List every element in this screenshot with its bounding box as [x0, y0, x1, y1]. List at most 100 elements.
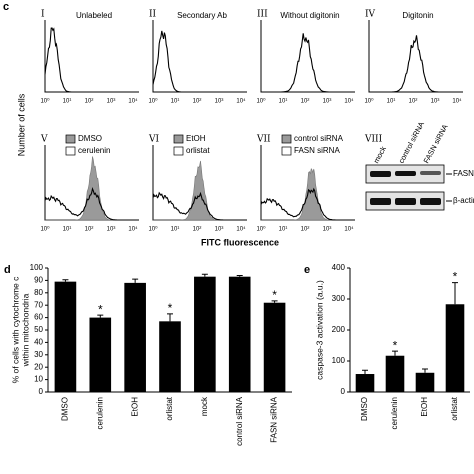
- bar: [263, 302, 286, 392]
- bar: [355, 374, 375, 392]
- y-tick-label: 20: [34, 362, 43, 371]
- histogram-line: [261, 33, 349, 93]
- blot-band: [395, 198, 416, 205]
- x-tick-label: 10¹: [171, 99, 180, 105]
- y-tick-label: 100: [30, 263, 44, 272]
- x-tick-label: 10⁴: [344, 226, 354, 233]
- histogram-line: [44, 27, 133, 93]
- bar: [415, 372, 435, 392]
- histogram-line: [152, 30, 241, 93]
- x-tick-label: DMSO: [360, 397, 369, 421]
- x-tick-label: 10⁴: [452, 98, 462, 105]
- y-axis-label: Number of cells: [16, 93, 26, 156]
- x-tick-label: 10³: [323, 99, 332, 105]
- bar: [194, 276, 216, 392]
- x-tick-label: 10⁰: [148, 226, 158, 233]
- blot-band: [370, 198, 391, 205]
- x-tick-label: 10¹: [279, 227, 288, 233]
- x-tick-label: 10¹: [387, 99, 396, 105]
- histogram-filled: [153, 160, 241, 221]
- error-bar: [452, 282, 458, 305]
- histogram-line: [369, 35, 457, 93]
- panel-letter: e: [304, 264, 310, 276]
- x-tick-label: 10³: [215, 227, 224, 233]
- x-tick-label: cerulenin: [95, 397, 104, 429]
- subpanel-numeral: VIII: [364, 135, 383, 145]
- subpanel-title: Digitonin: [402, 11, 433, 20]
- error-bar: [422, 368, 428, 373]
- x-tick-label: 10⁴: [128, 98, 138, 105]
- x-tick-label: 10³: [107, 227, 116, 233]
- x-tick-label: 10¹: [63, 227, 72, 233]
- axis: [44, 20, 139, 93]
- x-tick-label: orlistat: [450, 396, 459, 420]
- y-tick-label: 70: [34, 300, 43, 309]
- legend-label: EtOH: [186, 134, 206, 143]
- subpanel-numeral: III: [257, 10, 268, 20]
- error-bar: [236, 274, 243, 277]
- legend-swatch: [173, 146, 184, 156]
- error-bar: [62, 279, 69, 282]
- error-bar: [132, 278, 139, 283]
- x-tick-label: 10¹: [279, 99, 288, 105]
- blot-band: [370, 171, 391, 177]
- panel-letter: d: [4, 264, 11, 276]
- x-tick-label: 10⁴: [128, 226, 138, 233]
- bar: [89, 317, 112, 392]
- y-tick-label: 100: [332, 356, 346, 365]
- significance-star: *: [453, 270, 458, 284]
- y-tick-label: 300: [332, 294, 346, 303]
- lane-label: mock: [372, 145, 388, 165]
- x-tick-label: orlistat: [165, 396, 174, 420]
- legend-swatch: [281, 146, 292, 156]
- histogram-filled: [261, 168, 349, 221]
- x-tick-label: 10²: [301, 99, 310, 105]
- legend-label: FASN siRNA: [294, 146, 340, 155]
- y-tick-label: 40: [34, 338, 43, 347]
- panel-letter: c: [3, 1, 9, 13]
- y-tick-label: 90: [34, 276, 43, 285]
- blot-band: [420, 198, 441, 205]
- y-tick-label: 30: [34, 350, 43, 359]
- error-bar: [362, 369, 368, 375]
- y-tick-label: 0: [39, 387, 44, 396]
- lane-label: control siRNA: [397, 120, 426, 165]
- x-tick-label: 10²: [193, 99, 202, 105]
- band-label: β-actin: [453, 196, 474, 205]
- legend-swatch: [281, 134, 292, 144]
- x-tick-label: 10⁰: [40, 226, 50, 233]
- x-tick-label: 10¹: [63, 99, 72, 105]
- y-tick-label: 200: [332, 325, 346, 334]
- x-tick-label: EtOH: [130, 397, 139, 417]
- x-tick-label: 10⁰: [256, 226, 266, 233]
- error-bar: [271, 300, 278, 303]
- x-tick-label: 10¹: [171, 227, 180, 233]
- subpanel-numeral: VI: [148, 135, 159, 145]
- legend-label: orlistat: [186, 146, 210, 155]
- error-bar: [392, 350, 398, 356]
- x-tick-label: FASN siRNA: [270, 396, 279, 442]
- x-tick-label: 10³: [215, 99, 224, 105]
- subpanel-numeral: V: [40, 135, 48, 145]
- legend-label: control siRNA: [294, 134, 344, 143]
- x-tick-label: 10²: [85, 99, 94, 105]
- axis: [260, 20, 355, 93]
- x-tick-label: 10²: [301, 227, 310, 233]
- y-axis-label: % of cells with cytochrome c: [10, 276, 20, 384]
- band-label: FASN: [453, 169, 474, 178]
- legend-label: DMSO: [78, 134, 102, 143]
- blot-band: [420, 171, 441, 175]
- subpanel-numeral: VII: [256, 135, 271, 145]
- legend-label: cerulenin: [78, 146, 110, 155]
- x-tick-label: 10⁴: [236, 98, 246, 105]
- x-tick-label: 10⁴: [236, 226, 246, 233]
- x-tick-label: 10²: [193, 227, 202, 233]
- significance-star: *: [272, 288, 277, 302]
- significance-star: *: [98, 302, 103, 316]
- histogram-line: [44, 186, 133, 221]
- subpanel-title: Secondary Ab: [177, 11, 227, 20]
- legend-swatch: [65, 146, 76, 156]
- x-tick-label: mock: [200, 396, 209, 416]
